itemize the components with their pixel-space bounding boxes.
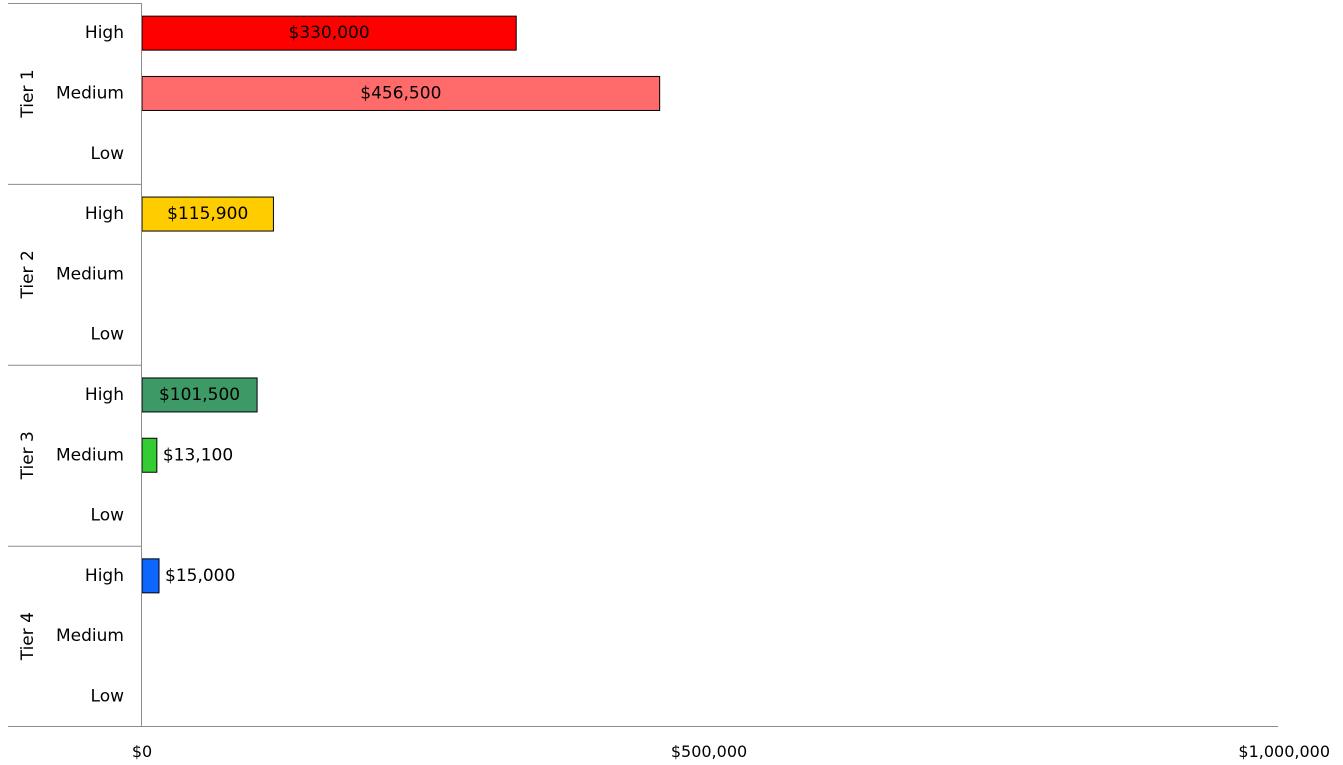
category-label: Low xyxy=(91,686,125,706)
category-label: High xyxy=(85,566,124,586)
category-label: High xyxy=(85,23,124,43)
tier-label: Tier 2 xyxy=(18,250,38,299)
category-label: Low xyxy=(91,506,125,526)
bar xyxy=(141,437,158,473)
data-label: $330,000 xyxy=(289,23,370,43)
bar xyxy=(141,75,661,111)
bar xyxy=(141,15,517,51)
x-tick-label: $0 xyxy=(132,742,152,761)
data-label: $456,500 xyxy=(360,83,441,103)
category-label: High xyxy=(85,204,124,224)
bar xyxy=(141,377,258,413)
category-label: Medium xyxy=(56,83,124,103)
x-tick-label: $500,000 xyxy=(671,742,747,761)
category-label: Medium xyxy=(56,445,124,465)
category-label: Low xyxy=(91,144,125,164)
category-label: Low xyxy=(91,325,125,345)
category-label: High xyxy=(85,385,124,405)
x-tick-label: $1,000,000 xyxy=(1238,742,1330,761)
tier-label: Tier 1 xyxy=(18,69,38,118)
category-label: Medium xyxy=(56,264,124,284)
bar xyxy=(141,558,160,594)
data-label: $101,500 xyxy=(159,385,240,405)
data-label: $13,100 xyxy=(163,445,233,465)
tier-label: Tier 3 xyxy=(18,431,38,480)
tier-label: Tier 4 xyxy=(18,612,38,661)
data-label: $15,000 xyxy=(165,566,235,586)
data-label: $115,900 xyxy=(167,204,248,224)
category-label: Medium xyxy=(56,626,124,646)
